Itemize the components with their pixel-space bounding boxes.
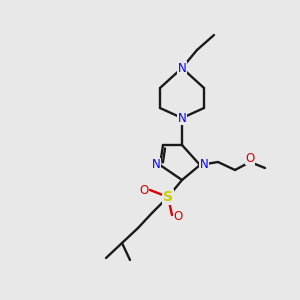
Text: O: O xyxy=(245,152,255,164)
Text: N: N xyxy=(178,61,186,74)
Text: O: O xyxy=(140,184,148,196)
Text: N: N xyxy=(200,158,208,172)
Text: N: N xyxy=(178,112,186,124)
Text: S: S xyxy=(163,190,173,204)
Text: N: N xyxy=(152,158,160,172)
Text: O: O xyxy=(173,211,183,224)
